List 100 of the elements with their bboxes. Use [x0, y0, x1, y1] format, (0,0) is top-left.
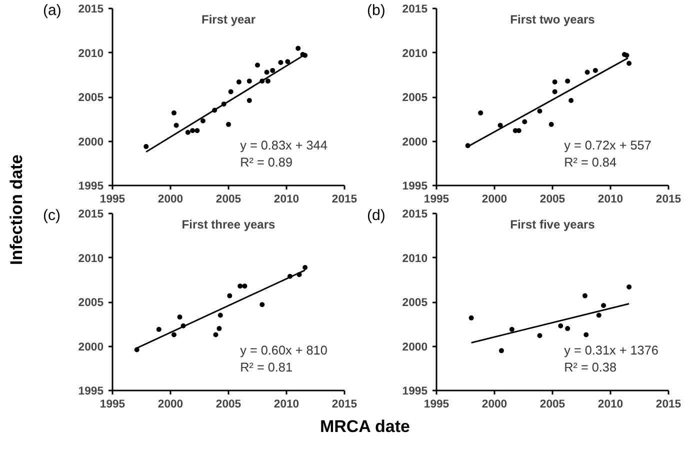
x-tick-label: 2000 — [158, 194, 184, 206]
x-tick-label: 2000 — [482, 194, 508, 206]
point — [242, 284, 248, 289]
chart-title: First three years — [182, 218, 276, 232]
text: (d) — [367, 206, 386, 226]
point — [171, 110, 176, 116]
point — [498, 348, 504, 354]
point — [260, 302, 265, 308]
point — [270, 68, 276, 73]
point — [246, 78, 252, 84]
annotation: y = 0.60x + 810 — [240, 344, 328, 358]
point — [228, 89, 234, 94]
point — [568, 98, 574, 104]
text: (b) — [367, 1, 386, 21]
point — [200, 118, 206, 124]
y-tick-label: 1995 — [402, 386, 428, 398]
point — [592, 68, 598, 73]
y-tick-label: 2005 — [402, 297, 428, 309]
x-tick-label: 2005 — [216, 398, 242, 410]
point — [498, 122, 503, 128]
annotation: R² = 0.81 — [240, 360, 293, 374]
point — [264, 70, 270, 75]
point — [194, 128, 200, 134]
x-tick-label: 2010 — [274, 194, 300, 206]
point — [584, 70, 590, 75]
point — [156, 326, 162, 332]
x-tick-label: 2005 — [540, 194, 566, 206]
x-tick-label: 1995 — [100, 398, 126, 410]
chart-title: First year — [201, 12, 256, 26]
x-tick-label: 2015 — [656, 194, 682, 206]
x-tick-label: 1995 — [424, 398, 450, 410]
x-tick-label: 1995 — [424, 194, 450, 206]
point — [296, 46, 301, 51]
point — [144, 144, 149, 150]
y-tick-label: 2005 — [402, 92, 428, 104]
point — [468, 315, 474, 320]
point — [213, 332, 218, 338]
y-tick-label: 2000 — [402, 136, 428, 148]
point — [601, 303, 606, 308]
annotation: y = 0.83x + 344 — [240, 138, 328, 152]
text: (a) — [43, 1, 62, 21]
point — [522, 119, 528, 124]
y-tick-label: 2015 — [78, 4, 104, 16]
y-tick-label: 2000 — [78, 136, 104, 148]
y-tick-label: 2010 — [402, 48, 428, 60]
point — [537, 108, 542, 114]
point — [238, 284, 243, 289]
y-tick-label: 2005 — [78, 297, 104, 309]
point — [177, 314, 182, 320]
point — [624, 52, 630, 58]
x-tick-label: 2015 — [332, 398, 358, 410]
x-tick-label: 2000 — [482, 398, 508, 410]
annotation: R² = 0.38 — [564, 360, 617, 374]
y-tick-label: 1995 — [402, 180, 428, 192]
point — [558, 323, 564, 328]
point — [596, 312, 602, 318]
point — [226, 122, 231, 127]
y-tick-label: 1995 — [78, 180, 104, 192]
point — [626, 60, 632, 66]
y-axis-title: Infection date — [6, 154, 27, 266]
x-tick-label: 2005 — [216, 194, 242, 206]
x-tick-label: 1995 — [100, 194, 126, 206]
y-tick-label: 2015 — [78, 208, 104, 220]
point — [174, 122, 179, 128]
point — [626, 284, 632, 290]
x-tick-label: 2010 — [274, 398, 300, 410]
annotation: R² = 0.89 — [240, 156, 293, 170]
point — [218, 312, 223, 318]
point — [227, 293, 232, 298]
y-tick-label: 2010 — [78, 252, 104, 265]
point — [584, 332, 589, 338]
point — [537, 333, 542, 338]
text: (c) — [43, 206, 60, 226]
chart-title: First two years — [510, 12, 596, 26]
y-tick-label: 2000 — [78, 341, 104, 354]
point — [134, 347, 140, 352]
x-axis-title: MRCA date — [320, 416, 410, 438]
x-tick-label: 2010 — [598, 194, 624, 206]
y-tick-label: 2010 — [78, 48, 104, 60]
annotation: R² = 0.84 — [564, 156, 617, 170]
point — [565, 78, 570, 84]
point — [246, 98, 252, 104]
point — [285, 59, 290, 64]
y-tick-label: 2005 — [78, 92, 104, 104]
point — [185, 130, 190, 135]
point — [552, 79, 558, 84]
y-tick-label: 2000 — [402, 341, 428, 354]
annotation: y = 0.31x + 1376 — [564, 344, 658, 358]
x-tick-label: 2010 — [598, 398, 624, 410]
point — [552, 89, 558, 94]
x-tick-label: 2005 — [540, 398, 566, 410]
point — [265, 78, 270, 84]
chart-title: First five years — [510, 218, 596, 232]
point — [548, 122, 554, 127]
x-tick-label: 2015 — [332, 194, 358, 206]
point — [255, 62, 260, 68]
point — [190, 128, 196, 134]
y-tick-label: 2010 — [402, 252, 428, 265]
point — [582, 293, 588, 298]
x-tick-label: 2000 — [158, 398, 184, 410]
